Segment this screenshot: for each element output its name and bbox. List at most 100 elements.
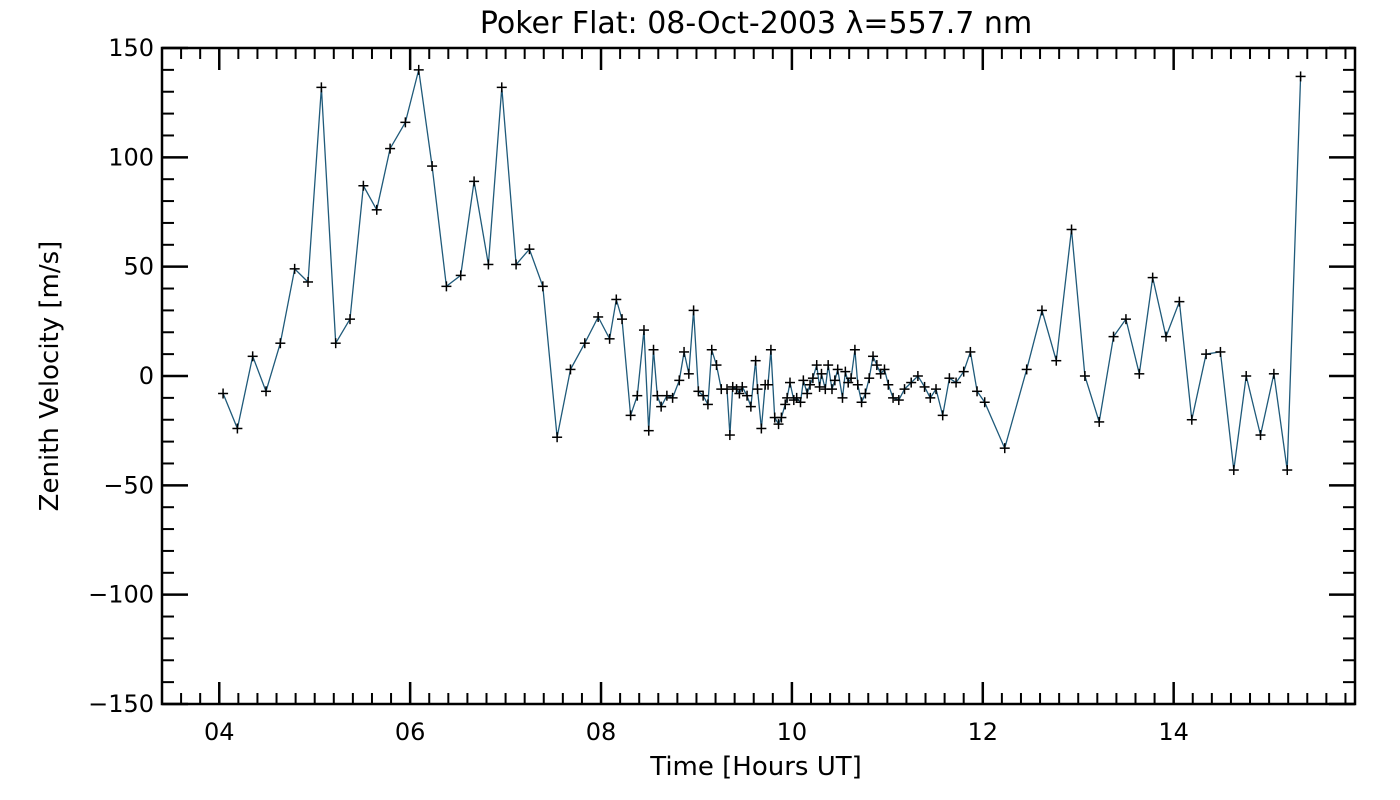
data-point-marker <box>604 333 615 344</box>
data-point-marker <box>965 346 976 357</box>
data-point-marker <box>625 410 636 421</box>
data-point-marker <box>1094 416 1105 427</box>
y-tick-label: 0 <box>139 362 154 390</box>
data-point-marker <box>979 397 990 408</box>
data-point-marker <box>289 263 300 274</box>
data-point-marker <box>1228 465 1239 476</box>
data-point-marker <box>883 379 894 390</box>
data-point-marker <box>826 384 837 395</box>
data-point-marker <box>737 381 748 392</box>
data-point-marker <box>832 364 843 375</box>
data-point-marker <box>469 176 480 187</box>
data-point-marker <box>849 344 860 355</box>
data-point-marker <box>693 386 704 397</box>
data-point-marker <box>1255 430 1266 441</box>
data-point-marker <box>552 432 563 443</box>
data-point-marker <box>745 401 756 412</box>
data-point-marker <box>906 377 917 388</box>
data-point-marker <box>1295 71 1306 82</box>
data-point-marker <box>811 360 822 371</box>
data-point-marker <box>400 117 411 128</box>
data-point-marker <box>724 430 735 441</box>
x-axis-ticks: 04 06 08 10 12 14 <box>161 48 1347 746</box>
y-tick-label: −150 <box>88 690 154 718</box>
x-tick-label: 12 <box>968 718 999 746</box>
data-point-marker <box>846 373 857 384</box>
data-point-marker <box>702 399 713 410</box>
y-tick-label: −100 <box>88 581 154 609</box>
data-point-marker <box>805 379 816 390</box>
data-point-marker <box>496 82 507 93</box>
y-axis-label: Zenith Velocity [m/s] <box>35 241 65 512</box>
data-point-marker <box>643 425 654 436</box>
data-point-marker <box>972 386 983 397</box>
y-tick-label: 100 <box>108 143 154 171</box>
data-point-marker <box>579 338 590 349</box>
data-point-marker <box>1079 371 1090 381</box>
data-point-marker <box>1108 331 1119 342</box>
data-point-marker <box>734 388 745 399</box>
series-layer <box>218 64 1306 476</box>
x-tick-label: 06 <box>395 718 426 746</box>
data-point-marker <box>868 351 879 362</box>
data-point-marker <box>919 381 930 392</box>
data-point-marker <box>756 423 767 434</box>
data-point-marker <box>648 344 659 355</box>
data-point-marker <box>652 390 663 401</box>
data-point-marker <box>232 423 243 434</box>
data-point-marker <box>752 384 763 395</box>
data-point-marker <box>899 384 910 395</box>
data-point-marker <box>524 244 535 255</box>
data-point-marker <box>840 366 851 377</box>
data-point-marker <box>413 64 424 75</box>
data-point-marker <box>782 392 793 403</box>
x-tick-label: 14 <box>1158 718 1189 746</box>
chart-title: Poker Flat: 08-Oct-2003 λ=557.7 nm <box>480 6 1032 41</box>
data-point-marker <box>275 338 286 349</box>
data-point-marker <box>763 379 774 390</box>
data-point-marker <box>511 259 522 270</box>
data-point-marker <box>661 390 672 401</box>
data-point-marker <box>247 351 258 362</box>
data-point-marker <box>385 143 396 154</box>
data-point-marker <box>856 397 867 408</box>
data-point-marker <box>330 338 341 349</box>
y-tick-label: 50 <box>123 253 154 281</box>
data-point-marker <box>999 443 1010 454</box>
data-point-marker <box>1268 368 1279 379</box>
data-point-marker <box>925 392 936 403</box>
data-point-marker <box>798 375 809 386</box>
data-point-marker <box>345 314 356 325</box>
data-point-marker <box>638 325 649 336</box>
data-point-marker <box>667 392 678 403</box>
data-point-marker <box>1134 368 1145 379</box>
data-point-marker <box>611 294 622 305</box>
data-point-marker <box>1174 296 1185 307</box>
data-point-marker <box>1051 355 1062 366</box>
data-point-marker <box>888 392 899 403</box>
data-point-marker <box>742 390 753 401</box>
y-tick-label: −50 <box>103 471 154 499</box>
data-point-marker <box>814 381 825 392</box>
data-point-marker <box>1282 465 1293 476</box>
data-point-marker <box>951 377 962 388</box>
data-point-marker <box>1161 331 1172 342</box>
data-point-marker <box>937 410 948 421</box>
data-point-marker <box>537 281 548 292</box>
data-point-marker <box>218 388 229 399</box>
data-point-marker <box>593 311 604 322</box>
data-point-marker <box>780 399 791 410</box>
x-axis-label: Time [Hours UT] <box>649 752 862 782</box>
data-point-marker <box>816 368 827 379</box>
data-point-marker <box>1241 371 1252 381</box>
data-point-marker <box>617 314 628 325</box>
data-point-marker <box>698 390 709 401</box>
x-tick-label: 08 <box>586 718 617 746</box>
plot-frame <box>160 46 1357 706</box>
data-point-marker <box>807 373 818 384</box>
data-point-marker <box>893 395 904 406</box>
data-point-marker <box>261 386 272 397</box>
data-point-marker <box>931 384 942 395</box>
x-tick-label: 04 <box>204 718 235 746</box>
data-point-marker <box>711 360 722 371</box>
